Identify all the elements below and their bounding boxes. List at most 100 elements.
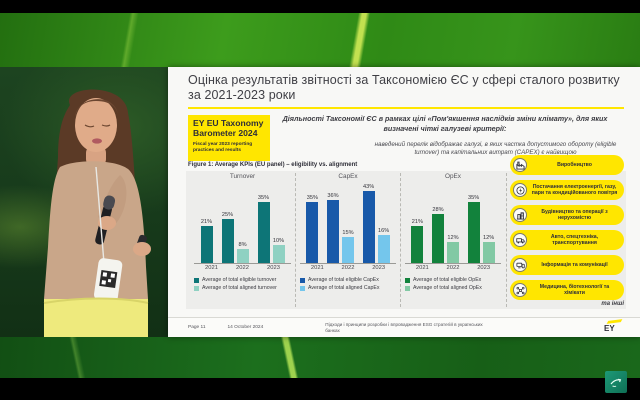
legend-label: Average of total aligned turnover (202, 285, 277, 291)
speaker-eye-left (84, 124, 95, 128)
sector-transport: Авто, спецтехніка, транспортування (510, 230, 624, 250)
legend-label: Average of total eligible CapEx (308, 277, 379, 283)
note-text: наведений перелік відображає галузі, в я… (374, 141, 617, 157)
bar-aligned (236, 248, 249, 263)
bar-group-2021: 35% (306, 184, 319, 263)
letterbox-top (0, 0, 640, 13)
legend-label: Average of total eligible OpEx (413, 277, 482, 283)
page-number: Page 11 (188, 325, 206, 330)
sector-label: Інформація та комунікації (541, 261, 608, 268)
bar-value-label: 12% (483, 234, 495, 241)
x-axis: 2021 2022 2023 (194, 264, 291, 274)
title-accent-rule (188, 107, 624, 109)
sector-label: Виробництво (557, 161, 592, 168)
x-axis: 2021 2022 2023 (300, 264, 396, 274)
speaker-pants (44, 299, 148, 337)
x-tick: 2022 (446, 265, 460, 271)
bar-value-label: 15% (342, 229, 354, 236)
speaker-hand-2 (133, 242, 151, 256)
badge-title: EY EU Taxonomy Barometer 2024 (193, 118, 264, 138)
sector-energy: Постачання електроенергії, газу, пари та… (510, 180, 624, 200)
x-tick: 2023 (372, 265, 386, 271)
bar-group-2023: 43% 16% (362, 184, 390, 263)
badge-qr (93, 258, 123, 302)
x-axis: 2021 2022 2023 (405, 264, 501, 274)
deck-title: Підходи і принципи розробки і впроваджен… (325, 321, 483, 333)
energy-icon (513, 183, 527, 197)
bar-value-label: 12% (447, 234, 459, 241)
bar-aligned (341, 236, 354, 263)
slide-date: 14 October 2024 (227, 325, 264, 330)
charts-sectors-divider (506, 173, 507, 307)
bar-value-label: 21% (200, 219, 213, 226)
plot-area: 21% 25% 8% 35% 10% (194, 184, 291, 264)
speaker-lips (92, 138, 102, 144)
x-tick: 2022 (341, 265, 355, 271)
truck-icon (513, 233, 527, 247)
bar-value-label: 8% (238, 241, 247, 248)
presentation-slide: Оцінка результатів звітності за Таксоном… (168, 67, 640, 337)
x-tick: 2023 (477, 265, 491, 271)
charts-row: Turnover 21% 25% 8% 35% 10% (190, 173, 506, 307)
bar-value-label: 35% (306, 194, 318, 201)
chart-capex: CapEx 35% 36% 15% 43% 16% (295, 173, 400, 307)
bar-value-label: 16% (378, 227, 390, 234)
molecule-icon (513, 283, 527, 297)
bar-eligible (431, 213, 444, 263)
stage-background (0, 67, 168, 337)
bar-group-2023: 35% 12% (467, 184, 495, 263)
speaker-face (75, 98, 117, 152)
sector-label: Медицина, біотехнології та хімікати (539, 283, 610, 297)
bar-value-label: 35% (468, 194, 480, 201)
legend-swatch (194, 285, 199, 291)
chart-title: OpEx (445, 173, 461, 180)
plot-area: 35% 36% 15% 43% 16% (300, 184, 396, 264)
chart-title: Turnover (229, 173, 256, 180)
figure-caption: Figure 1: Average KPIs (EU panel) – elig… (188, 162, 358, 168)
sector-label: Будівництво та операції з нерухомістю (541, 208, 608, 222)
speaker-top (44, 161, 148, 299)
stage-leaf-banner (0, 13, 640, 67)
bar-value-label: 10% (272, 238, 285, 245)
speaker (43, 89, 151, 337)
badge-subtitle: Fiscal year 2023 reporting practices and… (193, 141, 253, 153)
slide-footer: Page 11 14 October 2024 Підходи і принци… (168, 317, 640, 337)
ey-taxonomy-badge: EY EU Taxonomy Barometer 2024 Fiscal yea… (188, 115, 270, 161)
x-tick: 2021 (310, 265, 324, 271)
sector-information: Інформація та комунікації (510, 255, 624, 275)
bar-value-label: 21% (411, 219, 423, 226)
bar-value-label: 28% (432, 206, 444, 213)
bar-eligible (467, 201, 480, 263)
bar-group-2022: 28% 12% (431, 184, 459, 263)
ey-logo: EY (602, 319, 623, 333)
communications-icon (513, 258, 527, 272)
channel-logo (605, 371, 627, 393)
bar-eligible (306, 201, 319, 263)
lanyard (95, 166, 105, 264)
chart-title: CapEx (338, 173, 358, 180)
legend: Average of total eligible turnover Avera… (194, 277, 291, 291)
sector-manufacturing: Виробництво (510, 155, 624, 175)
bar-eligible (257, 201, 270, 263)
sector-construction: Будівництво та операції з нерухомістю (510, 205, 624, 225)
legend-swatch (194, 277, 199, 283)
speaker-hand (98, 216, 116, 230)
legend-swatch (300, 285, 305, 291)
x-tick: 2021 (415, 265, 429, 271)
bar-group-2022: 25% 8% (221, 184, 249, 263)
x-tick: 2023 (267, 265, 280, 271)
sector-label: Авто, спецтехніка, транспортування (550, 233, 599, 247)
chart-turnover: Turnover 21% 25% 8% 35% 10% (190, 173, 295, 307)
bar-value-label: 43% (363, 184, 375, 190)
stage-floor (0, 337, 640, 378)
building-icon (513, 208, 527, 222)
bar-eligible (326, 199, 339, 263)
bar-group-2021: 21% (411, 184, 424, 263)
bar-group-2023: 35% 10% (257, 184, 285, 263)
slide-title: Оцінка результатів звітності за Таксоном… (188, 73, 620, 103)
legend-swatch (405, 285, 410, 291)
pants-waistband (43, 297, 149, 304)
bar-eligible (362, 191, 375, 263)
legend-swatch (405, 277, 410, 283)
